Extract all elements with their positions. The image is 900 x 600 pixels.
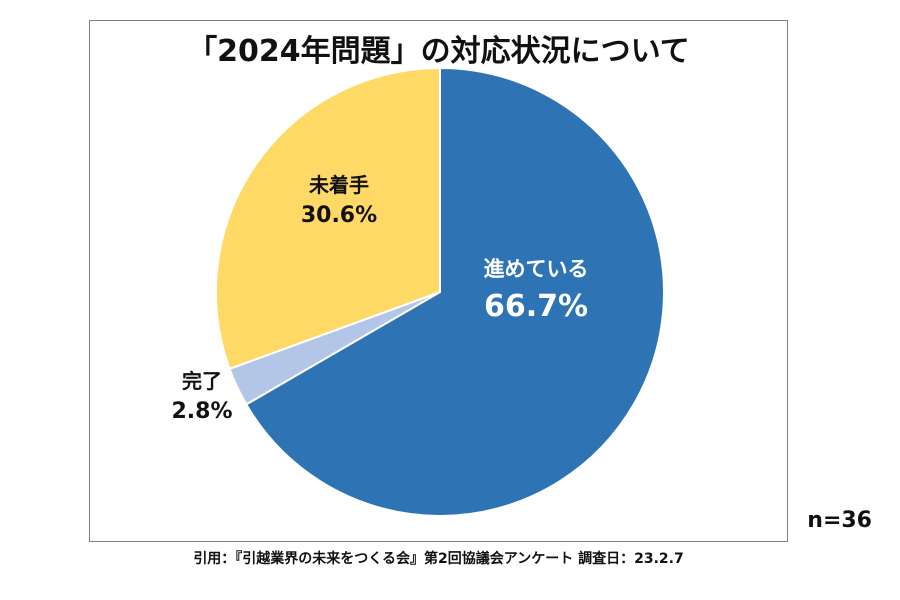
slice-value-label: 30.6% xyxy=(301,203,377,228)
pie-slice-1 xyxy=(244,66,665,517)
source-note: 引用：『引越業界の未来をつくる会』第2回協議会アンケート 調査日：23.2.7 xyxy=(193,551,684,567)
slice-value-label: 66.7% xyxy=(484,289,588,324)
chart-title: 「2024年問題」の対応状況について xyxy=(187,34,690,69)
slice-name-label: 未着手 xyxy=(309,173,369,197)
pie-slice-3 xyxy=(215,66,441,371)
slice-value-label: 2.8% xyxy=(171,399,232,424)
slice-name-label: 完了 xyxy=(182,369,222,393)
slice-name-label: 進めている xyxy=(484,257,589,281)
chart-frame xyxy=(89,20,788,542)
sample-size-label: n=36 xyxy=(807,508,872,533)
